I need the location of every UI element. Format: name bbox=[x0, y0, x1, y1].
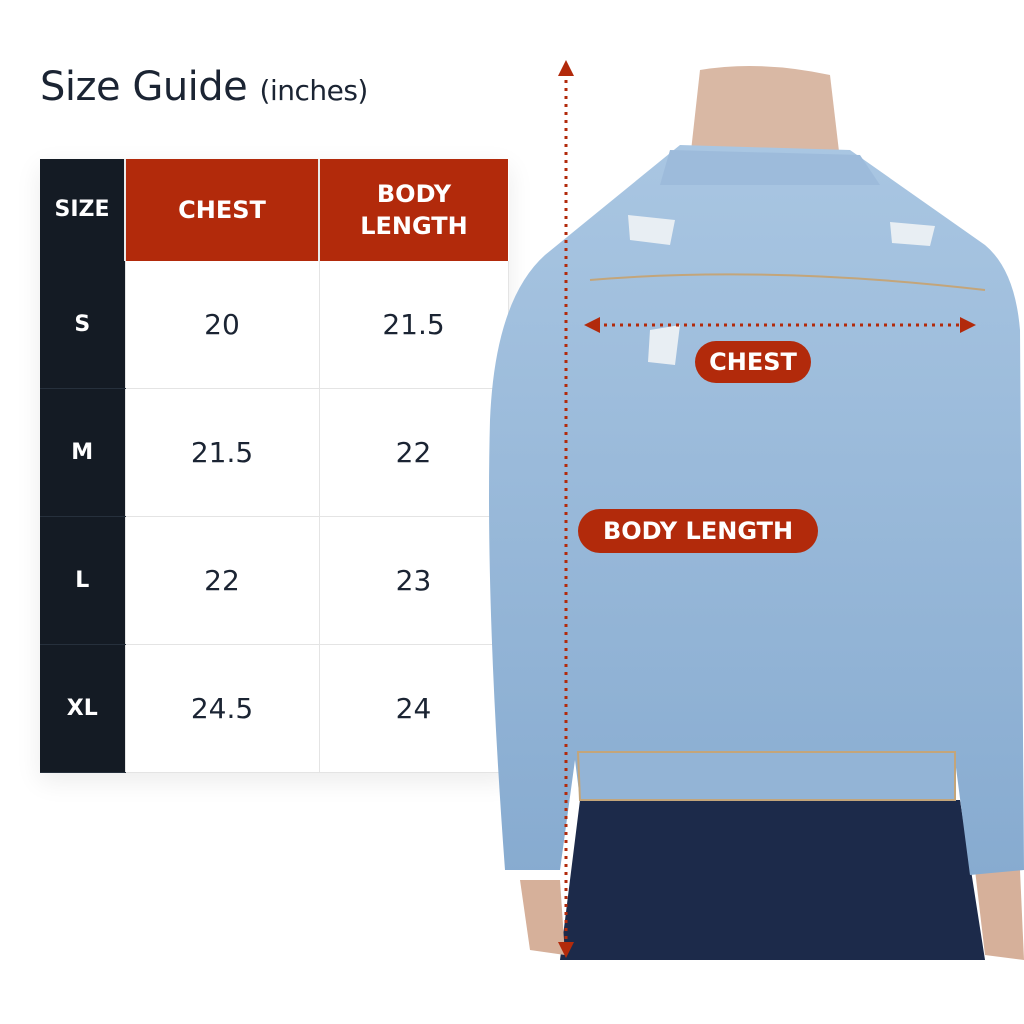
length-cell: 21.5 bbox=[319, 261, 509, 389]
title-text: Size Guide bbox=[40, 64, 248, 110]
arrowhead-up-icon bbox=[558, 60, 574, 76]
chest-label: CHEST bbox=[695, 341, 811, 383]
chest-cell: 21.5 bbox=[125, 388, 320, 517]
arrowhead-left-icon bbox=[584, 317, 600, 333]
collar bbox=[660, 150, 880, 185]
header-body-length-line1: BODY bbox=[376, 180, 452, 208]
page-title: Size Guide (inches) bbox=[40, 64, 368, 110]
header-chest: CHEST bbox=[125, 159, 320, 261]
arrowhead-right-icon bbox=[960, 317, 976, 333]
table-row: S 20 21.5 bbox=[40, 261, 509, 389]
body-length-label: BODY LENGTH bbox=[578, 509, 818, 553]
size-cell: XL bbox=[40, 644, 126, 773]
table-row: M 21.5 22 bbox=[40, 388, 509, 517]
length-cell: 24 bbox=[319, 644, 509, 773]
header-body-length: BODY LENGTH bbox=[319, 159, 508, 261]
table-row: L 22 23 bbox=[40, 516, 509, 645]
distressing bbox=[628, 215, 935, 365]
chest-cell: 22 bbox=[125, 516, 320, 645]
chest-cell: 24.5 bbox=[125, 644, 320, 773]
jeans bbox=[560, 800, 985, 960]
size-cell: L bbox=[40, 516, 126, 645]
table-row: XL 24.5 24 bbox=[40, 644, 509, 773]
size-cell: S bbox=[40, 261, 126, 389]
length-cell: 22 bbox=[319, 388, 509, 517]
left-hand bbox=[520, 880, 565, 955]
header-body-length-line2: LENGTH bbox=[360, 212, 468, 240]
title-unit: (inches) bbox=[259, 74, 369, 107]
waistband bbox=[576, 751, 956, 801]
right-hand bbox=[975, 870, 1024, 960]
chest-cell: 20 bbox=[125, 261, 320, 389]
yoke-seam bbox=[589, 273, 986, 291]
neck bbox=[690, 66, 840, 160]
header-size: SIZE bbox=[40, 159, 126, 261]
arrowhead-down-icon bbox=[558, 942, 574, 958]
length-cell: 23 bbox=[319, 516, 509, 645]
table-header-row: SIZE CHEST BODY LENGTH bbox=[40, 159, 508, 261]
size-cell: M bbox=[40, 388, 126, 517]
